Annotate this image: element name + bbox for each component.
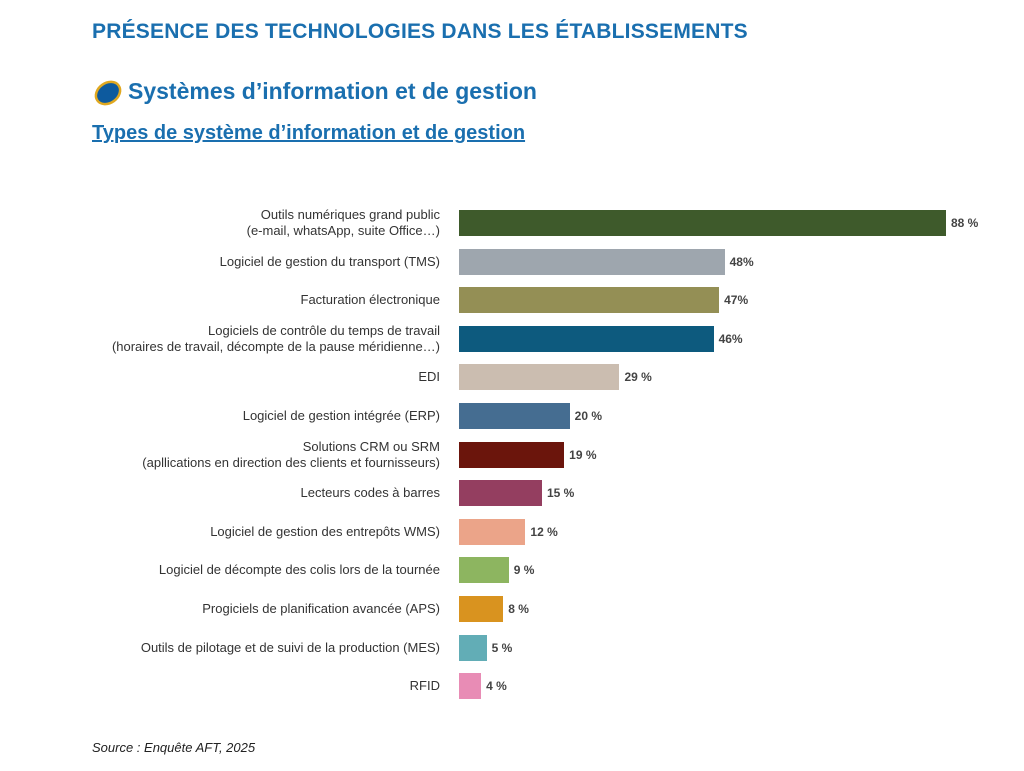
bar xyxy=(459,325,714,352)
bar xyxy=(459,673,482,700)
bar xyxy=(459,557,509,584)
bar xyxy=(459,480,542,507)
bar xyxy=(459,248,725,275)
category-label: RFID xyxy=(409,678,440,694)
bar xyxy=(459,596,504,622)
bar xyxy=(459,364,620,391)
category-label: Logiciel de gestion du transport (TMS) xyxy=(219,253,440,269)
section-title: Types de système d’information et de ges… xyxy=(92,122,526,144)
value-label: 8 % xyxy=(508,602,529,616)
bar xyxy=(459,287,720,314)
category-label: Logiciel de décompte des colis lors de l… xyxy=(158,562,440,578)
value-label: 15 % xyxy=(547,486,575,501)
category-label: Solutions CRM ou SRM (apllications en di… xyxy=(142,438,440,470)
value-label: 47% xyxy=(724,293,749,308)
value-label: 5 % xyxy=(491,640,513,655)
category-label: Logiciel de gestion intégrée (ERP) xyxy=(242,408,440,423)
value-label: 48% xyxy=(729,254,754,269)
category-label: Outils numériques grand public (e-mail, … xyxy=(246,207,440,238)
chart-title: PRÉSENCE DES TECHNOLOGIES DANS LES ÉTABL… xyxy=(92,20,748,43)
bullet-icon xyxy=(94,80,122,106)
category-label: Lecteurs codes à barres xyxy=(300,485,440,501)
category-label: Progiciels de planification avancée (APS… xyxy=(202,601,440,616)
value-label: 4 % xyxy=(486,679,507,694)
bar xyxy=(459,634,487,661)
value-label: 9 % xyxy=(513,563,535,578)
value-label: 29 % xyxy=(624,370,652,385)
value-label: 46% xyxy=(718,331,743,346)
category-label: EDI xyxy=(418,369,440,385)
category-label: Facturation électronique xyxy=(300,292,440,308)
value-label: 20 % xyxy=(574,409,603,423)
bar xyxy=(459,518,526,545)
category-label: Logiciels de contrôle du temps de travai… xyxy=(111,322,440,354)
source: Source : Enquête AFT, 2025 xyxy=(92,740,256,755)
bar xyxy=(459,403,570,429)
subtitle: Systèmes d’information et de gestion xyxy=(128,78,537,104)
value-label: 19 % xyxy=(569,447,597,462)
bar xyxy=(459,441,565,468)
category-label: Outils de pilotage et de suivi de la pro… xyxy=(140,639,440,655)
value-label: 88 % xyxy=(950,216,979,230)
category-label: Logiciel de gestion des entrepôts WMS) xyxy=(210,523,440,539)
bar xyxy=(459,210,946,236)
value-label: 12 % xyxy=(530,524,558,539)
